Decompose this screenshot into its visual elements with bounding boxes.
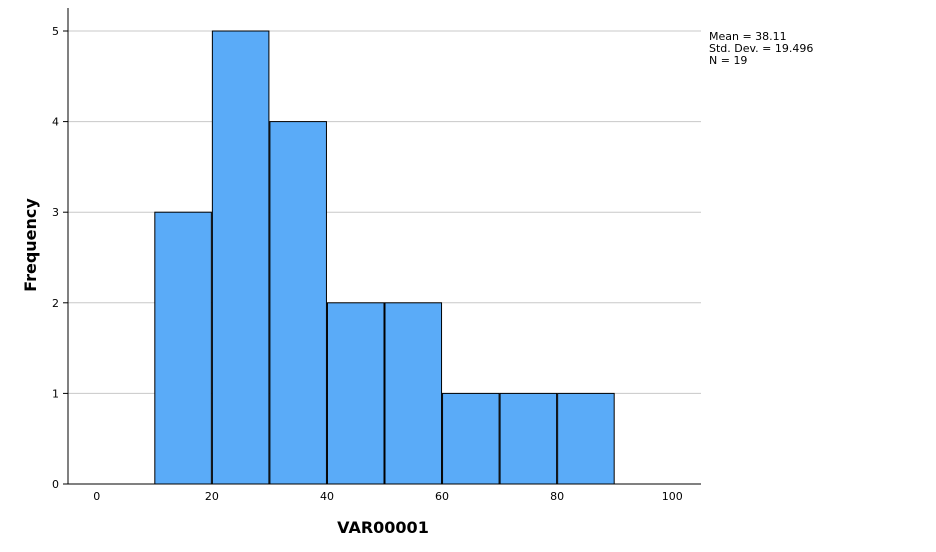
bar-bin-80-90 <box>557 392 615 485</box>
y-axis-title: Frequency <box>21 198 40 292</box>
x-tick-label: 40 <box>320 490 334 503</box>
bar-bin-30-40 <box>269 121 327 485</box>
x-tick-label: 100 <box>662 490 683 503</box>
bar-bin-40-50 <box>326 302 385 485</box>
bar-bin-20-30 <box>211 30 270 485</box>
y-tick-label: 1 <box>52 387 59 400</box>
bar-bin-10-20 <box>154 211 212 485</box>
x-tick-label: 0 <box>93 490 100 503</box>
y-tick-label: 2 <box>52 297 59 310</box>
x-axis-title: VAR00001 <box>337 518 429 537</box>
stats-mean: Mean = 38.11 <box>709 30 787 43</box>
x-tick-label: 20 <box>205 490 219 503</box>
histogram-bars <box>154 30 615 485</box>
bar-bin-50-60 <box>384 302 443 485</box>
x-tick-label: 80 <box>550 490 564 503</box>
stats-box: Mean = 38.11 Std. Dev. = 19.496 N = 19 <box>709 31 813 67</box>
bar-bin-70-80 <box>499 392 558 485</box>
x-tick-label: 60 <box>435 490 449 503</box>
axes <box>67 8 701 485</box>
y-tick-label: 5 <box>52 25 59 38</box>
y-tick-label: 4 <box>52 116 59 129</box>
y-axis-ticks: 0 1 2 3 4 5 <box>52 25 68 491</box>
stats-std-dev: Std. Dev. = 19.496 <box>709 42 814 55</box>
y-tick-label: 3 <box>52 206 59 219</box>
y-tick-label: 0 <box>52 478 59 491</box>
x-axis-ticks: 0 20 40 60 80 100 <box>93 490 682 503</box>
stats-n: N = 19 <box>709 54 748 67</box>
bar-bin-60-70 <box>442 392 500 485</box>
